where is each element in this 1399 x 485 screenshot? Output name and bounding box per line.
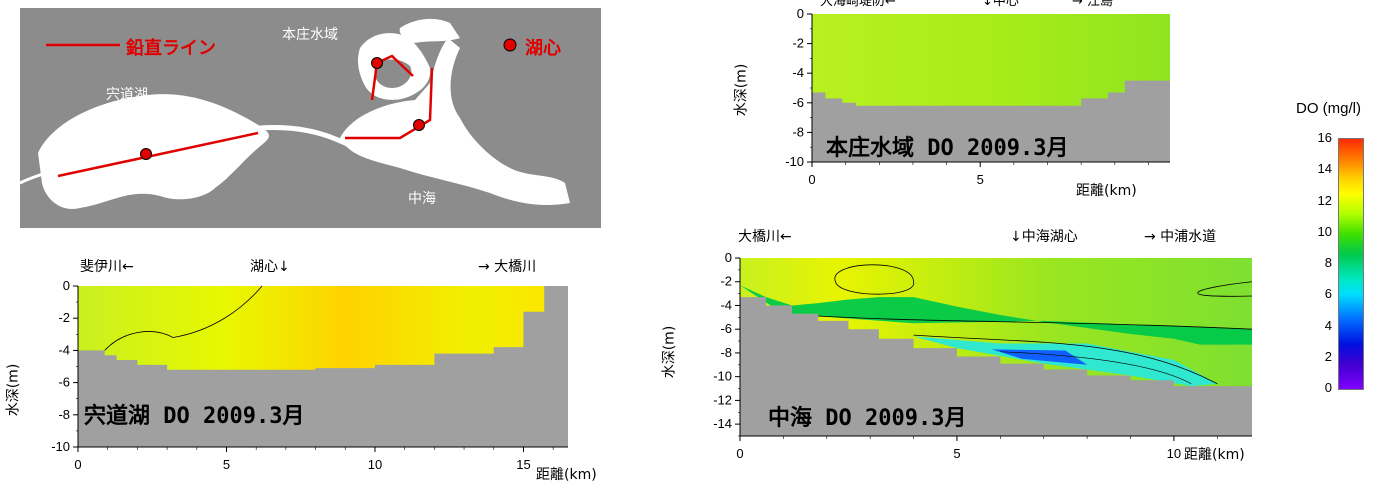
annotation-right: → 大橋川 [478,259,537,275]
colorbar-tick-label: 2 [1324,348,1332,364]
x-tick-label: 0 [808,172,815,187]
contour-line [834,264,914,295]
do-band-min [991,349,1088,365]
x-tick-label: 5 [223,457,230,472]
map-label-shinji: 宍道湖 [106,87,148,103]
map-label-nakaumi: 中海 [408,191,436,207]
map-svg [19,8,601,228]
y-tick-label: -2 [792,36,804,51]
contour-line [1197,281,1253,297]
y-axis-label: 水深(m) [733,63,750,117]
colorbar-tick-label: 8 [1324,255,1332,270]
y-axis-label: 水深(m) [661,325,678,379]
y-tick-label: -10 [713,369,732,384]
chart-title: 宍道湖 DO 2009.3月 [84,404,305,429]
colorbar-tick-label: 6 [1324,286,1332,302]
colorbar-tick-label: 14 [1317,161,1332,177]
contour-line [913,334,1218,385]
honjo-chart: 0 -2 -4 -6 -8 -10 0 5 大海崎堤防← ↓中心 → 江島 本庄水域 DO 2… [730,0,1170,210]
contour-line [1000,351,1192,385]
legend-line-label: 鉛直ライン [126,38,216,59]
location-map: 鉛直ライン 湖心 宍道湖 本庄水域 中海 [19,8,601,228]
x-axis-label: 距離(km) [1076,183,1137,199]
annotation-right: → 江島 [1072,0,1114,9]
y-tick-label: 0 [63,278,70,293]
y-tick-label: 0 [725,250,732,265]
honjo-plot: 0 -2 -4 -6 -8 -10 0 5 [785,6,1170,187]
lake-shinji-shape [38,94,269,209]
y-tick-label: -12 [713,392,732,407]
annotation-right: → 中浦水道 [1144,229,1217,245]
y-tick-label: 0 [797,6,804,21]
legend-center-label: 湖心 [525,38,561,59]
y-tick-label: -6 [720,321,732,336]
y-tick-label: -4 [58,342,70,357]
shinji-plot: 0 -2 -4 -6 -8 -10 0 5 10 15 [51,278,568,472]
chart-title: 中海 DO 2009.3月 [768,406,967,431]
annotation-left: 大橋川← [738,229,792,245]
map-label-honjo: 本庄水域 [282,27,338,43]
y-tick-label: -2 [720,274,732,289]
annotation-center: ↓中海湖心 [1010,229,1078,245]
colorbar-gradient [1338,138,1364,390]
y-axis-label: 水深(m) [5,363,22,417]
legend-dot-icon [503,38,517,52]
y-tick-label: -6 [792,95,804,110]
nakaumi-center-dot [413,119,425,131]
honjo-line [370,54,414,101]
lake-bottom-ground [812,55,1170,162]
x-tick-label: 5 [953,446,960,461]
y-tick-label: -14 [713,416,732,431]
shinji-center-dot [140,148,152,160]
y-tick-label: -6 [58,375,70,390]
colorbar-tick-label: 4 [1324,317,1332,333]
honjo-center-dot [371,57,383,69]
chart-title: 本庄水域 DO 2009.3月 [826,136,1069,161]
x-tick-label: 0 [736,446,743,461]
shinji-line [57,131,259,178]
contour-line [783,313,1253,330]
nakaumi-upper [399,18,460,43]
y-tick-label: -8 [792,124,804,139]
y-tick-label: -2 [58,310,70,325]
colorbar: DO (mg/l) 16 14 12 10 8 6 4 2 0 [1290,100,1399,400]
lake-nakaumi-shape [340,38,570,205]
annotation-left: 大海崎堤防← [820,0,896,9]
x-tick-label: 10 [368,457,382,472]
shinji-chart: 斐伊川← 湖心↓ → 大橋川 0 -2 -4 -6 -8 -10 0 5 10 15 宍道湖 DO… [0,250,640,485]
y-tick-label: -8 [720,345,732,360]
nakaumi-plot: 0 -2 -4 -6 -8 -10 -12 -14 0 5 10 [713,250,1253,461]
contour-line [104,285,263,351]
y-tick-label: -4 [720,297,732,312]
x-tick-label: 15 [516,457,530,472]
x-tick-label: 0 [74,457,81,472]
y-tick-label: -10 [51,439,70,454]
lake-bottom-ground [740,285,1252,436]
y-tick-label: -4 [792,65,804,80]
colorbar-tick-label: 0 [1324,380,1332,395]
colorbar-tick-label: 12 [1317,192,1332,208]
colorbar-tick-label: 16 [1317,130,1332,145]
lake-bottom-ground [78,286,568,447]
colorbar-tick-label: 10 [1317,223,1332,239]
annotation-center: 湖心↓ [250,259,290,275]
x-axis-label: 距離(km) [1184,447,1245,463]
y-tick-label: -8 [58,407,70,422]
x-tick-label: 10 [1167,446,1181,461]
nakaumi-chart: 大橋川← ↓中海湖心 → 中浦水道 0 -2 -4 -6 -8 -10 -12 -14 0 5 10… [660,222,1300,485]
annotation-left: 斐伊川← [80,259,134,275]
do-band-mid [740,285,1252,345]
annotation-center: ↓中心 [982,0,1019,9]
colorbar-title: DO (mg/l) [1296,100,1361,117]
x-tick-label: 5 [977,172,984,187]
y-tick-label: -10 [785,154,804,169]
x-axis-label: 距離(km) [536,467,597,483]
